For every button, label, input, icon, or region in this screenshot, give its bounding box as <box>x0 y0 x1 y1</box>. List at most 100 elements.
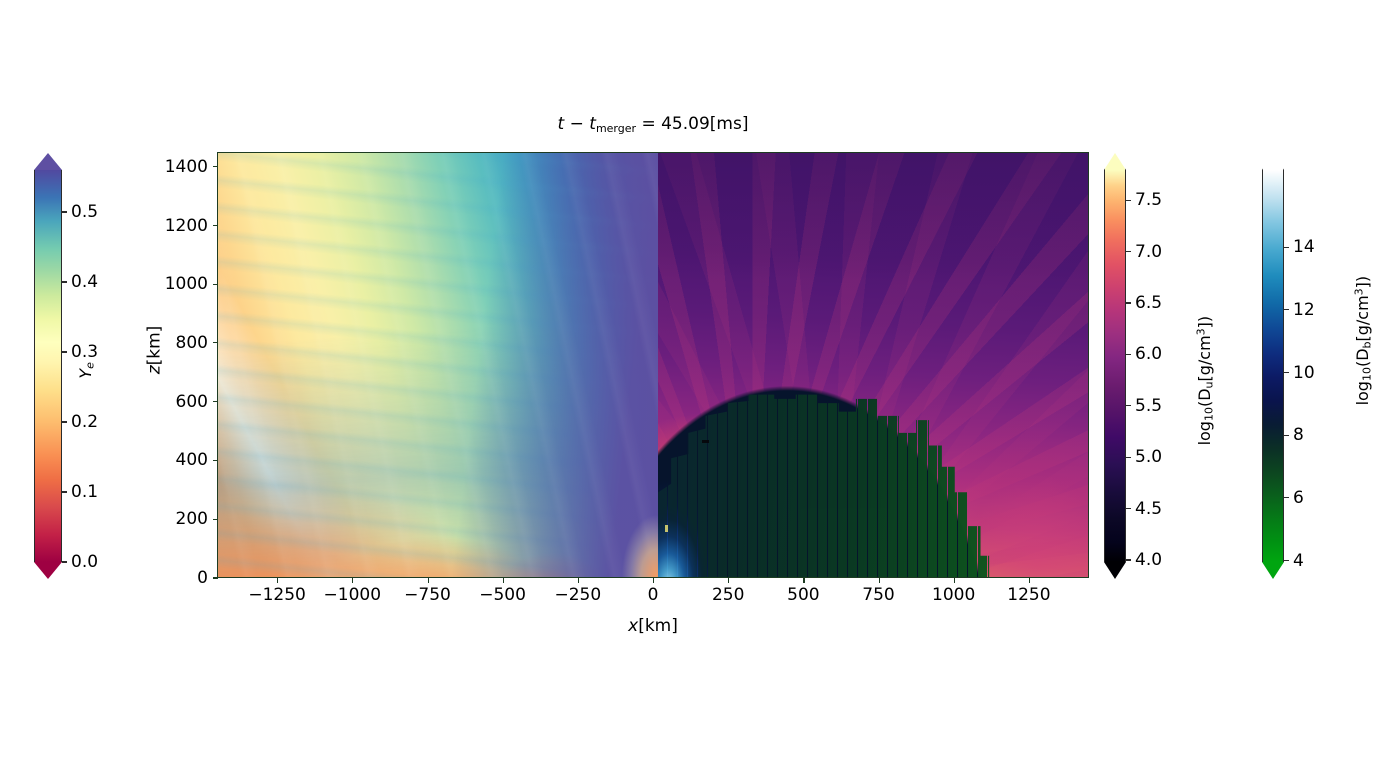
colorbar-db-exponent: 3 <box>1352 288 1366 296</box>
xtick-mark <box>878 578 880 583</box>
title-tmerger-symbol: t <box>589 114 596 134</box>
y-axis-unit: [km] <box>144 325 165 366</box>
colorbar-du[interactable]: 4.0 4.5 5.0 5.5 6.0 6.5 7.0 7.5 <box>1104 153 1162 579</box>
colorbar-db-ticklabel: 10 <box>1293 363 1315 383</box>
colorbar-db-tick <box>1284 497 1289 499</box>
xtick-label: 250 <box>711 585 745 605</box>
ytick-label: 1200 <box>164 216 208 236</box>
xtick-label: 1250 <box>1007 585 1051 605</box>
colorbar-db-open: (D <box>1352 348 1372 368</box>
colorbar-db-ticklabel: 12 <box>1293 300 1315 320</box>
colorbar-du-tick <box>1126 353 1131 355</box>
panel-electron-fraction[interactable] <box>218 153 659 577</box>
ytick-label: 0 <box>197 568 208 588</box>
xtick-label: 500 <box>787 585 820 605</box>
colorbar-ye-title: Ye <box>76 362 97 379</box>
db-artifact-speck <box>665 525 669 533</box>
colorbar-du-log: log <box>1194 421 1214 446</box>
colorbar-du-tick <box>1126 251 1131 253</box>
colorbar-db-tick <box>1284 560 1289 562</box>
colorbar-ye-ticklabel: 0.0 <box>71 552 99 572</box>
colorbar-du-ticklabel: 5.0 <box>1135 447 1163 467</box>
xtick-mark <box>803 578 805 583</box>
ytick-label: 200 <box>175 509 208 529</box>
colorbar-db-gradient <box>1262 170 1284 562</box>
colorbar-ye-tick <box>62 561 67 563</box>
xtick-mark <box>427 578 429 583</box>
colorbar-ye-ticklabel: 0.4 <box>71 272 99 292</box>
xtick-label: 0 <box>647 585 659 605</box>
colorbar-du-ticklabel: 4.0 <box>1135 550 1163 570</box>
colorbar-db-tick <box>1284 434 1289 436</box>
colorbar-ye-tick <box>62 351 67 353</box>
colorbar-ye-tick <box>62 421 67 423</box>
colorbar-du-tick <box>1126 559 1131 561</box>
xtick-label: 750 <box>862 585 895 605</box>
panel-density[interactable] <box>658 153 1088 577</box>
colorbar-db-tick <box>1284 309 1289 311</box>
colorbar-ye-subscript: e <box>83 362 97 369</box>
colorbar-ye[interactable]: 0.0 0.1 0.2 0.3 0.4 0.5 <box>34 153 98 579</box>
ytick-mark <box>213 518 218 520</box>
colorbar-db-tick <box>1284 371 1289 374</box>
colorbar-du-subscript: u <box>1202 381 1216 389</box>
colorbar-db[interactable]: 4 6 8 10 12 14 <box>1262 153 1315 579</box>
db-central-core <box>658 153 1088 577</box>
ytick-mark <box>213 577 218 579</box>
colorbar-du-tick <box>1126 405 1131 407</box>
ytick-label: 1000 <box>164 274 208 294</box>
xtick-label: 1000 <box>932 585 976 605</box>
ytick-mark <box>213 342 218 344</box>
ytick-label: 1400 <box>164 157 208 177</box>
xtick-label: −250 <box>554 585 602 605</box>
xtick-mark <box>728 578 730 583</box>
colorbar-du-base: 10 <box>1202 407 1216 422</box>
ytick-mark <box>213 401 218 403</box>
colorbar-du-title: log10(Du[g/cm3]) <box>1194 286 1215 476</box>
colorbar-ye-ticklabel: 0.2 <box>71 412 99 432</box>
title-merger-subscript: merger <box>595 121 637 135</box>
y-axis-symbol: z <box>144 365 165 375</box>
ytick-label: 600 <box>175 392 208 412</box>
colorbar-ye-ticklabel: 0.5 <box>71 202 99 222</box>
x-axis-unit: [km] <box>638 616 678 636</box>
colorbar-du-tick <box>1126 302 1131 304</box>
ytick-mark <box>213 224 218 226</box>
ye-axis-funnel <box>218 153 659 577</box>
xtick-label: −1000 <box>323 585 382 605</box>
colorbar-ye-tick <box>62 491 67 493</box>
colorbar-du-ticklabel: 4.5 <box>1135 499 1163 519</box>
colorbar-du-ticklabel: 7.0 <box>1135 242 1163 262</box>
colorbar-du-tick <box>1126 508 1131 510</box>
plot-title: t − tmerger = 45.09[ms] <box>217 114 1089 135</box>
colorbar-du-close: ]) <box>1194 315 1214 329</box>
colorbar-db-tick <box>1284 246 1289 248</box>
xtick-mark <box>352 578 354 583</box>
ytick-mark <box>213 283 218 285</box>
colorbar-du-ticklabel: 6.0 <box>1135 344 1163 364</box>
colorbar-du-ticklabel: 5.5 <box>1135 396 1163 416</box>
colorbar-db-ticklabel: 4 <box>1293 551 1304 571</box>
colorbar-du-gradient <box>1104 170 1126 562</box>
colorbar-db-bottom-arrow <box>1262 562 1284 579</box>
colorbar-db-ticklabel: 8 <box>1293 425 1304 445</box>
xtick-mark <box>502 578 504 583</box>
db-artifact-speck-2 <box>702 440 710 444</box>
xtick-mark <box>277 578 279 583</box>
y-axis-label: z[km] <box>144 326 164 375</box>
colorbar-ye-ticklabel: 0.3 <box>71 342 99 362</box>
colorbar-ye-top-arrow <box>34 153 62 170</box>
colorbar-du-unit: [g/cm <box>1194 335 1214 382</box>
main-plot-axes[interactable] <box>217 152 1089 578</box>
xtick-mark <box>1028 578 1031 583</box>
ytick-label: 800 <box>175 333 208 353</box>
colorbar-du-tick <box>1126 456 1131 458</box>
colorbar-du-ticklabel: 6.5 <box>1135 293 1163 313</box>
xtick-label: −750 <box>404 585 451 605</box>
title-value: = 45.09[ms] <box>641 114 749 134</box>
xtick-label: −1250 <box>248 585 306 605</box>
xtick-mark <box>577 578 579 583</box>
title-minus: − <box>569 114 584 134</box>
x-axis-label: x[km] <box>217 616 1089 636</box>
